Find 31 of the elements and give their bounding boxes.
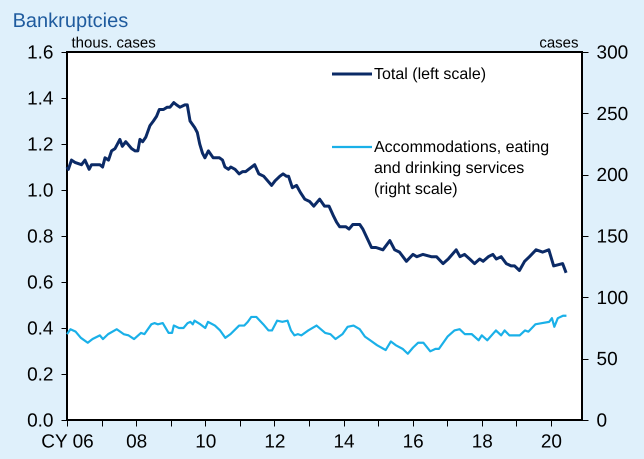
x-tick-label: 18 bbox=[472, 432, 493, 452]
x-tick-label: 16 bbox=[402, 432, 424, 452]
y-tick-label: 0.8 bbox=[27, 226, 54, 248]
legend-label: Total (left scale) bbox=[374, 66, 486, 83]
y-tick-label: 0.0 bbox=[27, 410, 54, 432]
y2-tick-label: 300 bbox=[596, 42, 628, 64]
y-tick-label: 0.2 bbox=[27, 364, 54, 386]
y2-axis-title: cases bbox=[539, 34, 578, 52]
y2-tick-label: 200 bbox=[596, 165, 628, 186]
y-tick-label: 0.4 bbox=[27, 318, 54, 340]
y2-tick-label: 150 bbox=[596, 226, 628, 248]
y2-tick-label: 0 bbox=[596, 410, 608, 432]
x-tick-label: 10 bbox=[195, 432, 216, 452]
chart-title: Bankruptcies bbox=[12, 10, 128, 32]
y2-tick-label: 50 bbox=[596, 349, 618, 370]
y-tick-label: 1.2 bbox=[27, 134, 54, 156]
y-tick-label: 1.0 bbox=[27, 180, 54, 202]
line-series bbox=[66, 314, 568, 355]
x-tick-label: 08 bbox=[126, 432, 148, 452]
y2-tick-label: 100 bbox=[596, 288, 628, 309]
x-tick-label: CY 06 bbox=[41, 432, 94, 452]
y-tick-label: 0.6 bbox=[27, 272, 54, 294]
line-series bbox=[66, 101, 568, 274]
y-tick-label: 1.4 bbox=[27, 88, 54, 110]
y2-tick-label: 250 bbox=[596, 104, 628, 125]
x-tick-label: 14 bbox=[333, 432, 356, 452]
x-tick-label: 20 bbox=[540, 432, 562, 452]
x-tick-label: 12 bbox=[264, 432, 286, 452]
legend-label: Accommodations, eating and drinking services (right scale) bbox=[374, 139, 550, 198]
y-tick-label: 1.6 bbox=[27, 42, 54, 64]
y-axis-title: thous. cases bbox=[72, 34, 156, 52]
